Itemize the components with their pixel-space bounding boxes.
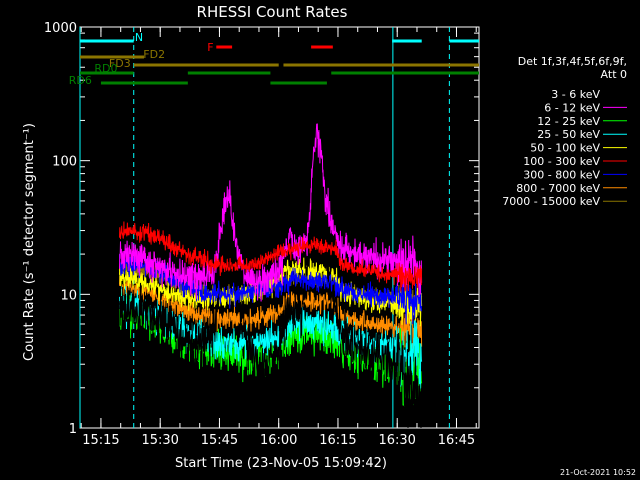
y-axis-label: Count Rate (s⁻¹ detector segment⁻¹) xyxy=(22,123,37,361)
flag-label: F xyxy=(207,41,213,54)
x-tick-label: 16:00 xyxy=(260,433,297,448)
y-tick-label: 1000 xyxy=(44,21,77,36)
y-tick-label: 1 xyxy=(69,422,77,437)
chart-title: RHESSI Count Rates xyxy=(197,3,348,21)
flag-label: FD2 xyxy=(143,48,165,61)
legend-header: Det 1f,3f,4f,5f,6f,9f, xyxy=(518,55,627,68)
flag-label: RD6 xyxy=(69,74,92,87)
x-tick-label: 15:15 xyxy=(82,433,119,448)
series-line xyxy=(119,221,423,292)
series-line xyxy=(119,124,423,429)
legend-label: 100 - 300 keV xyxy=(523,155,600,168)
x-tick-label: 16:15 xyxy=(319,433,356,448)
series-line xyxy=(119,123,423,302)
legend-label: 6 - 12 keV xyxy=(544,101,600,114)
y-tick-label: 10 xyxy=(60,288,77,303)
legend-label: 7000 - 15000 keV xyxy=(502,195,600,208)
x-tick-label: 16:45 xyxy=(438,433,475,448)
footer-timestamp: 21-Oct-2021 10:52 xyxy=(560,468,636,477)
legend-label: 12 - 25 keV xyxy=(537,115,600,128)
legend-label: 50 - 100 keV xyxy=(530,142,600,155)
x-axis-label: Start Time (23-Nov-05 15:09:42) xyxy=(175,456,387,471)
series-line xyxy=(119,251,423,325)
flag-label: N xyxy=(135,31,143,44)
legend-label: 800 - 7000 keV xyxy=(516,182,600,195)
legend-header: Att 0 xyxy=(601,68,627,81)
x-tick-label: 15:30 xyxy=(141,433,178,448)
flag-label: RD0 xyxy=(94,62,117,75)
legend-label: 300 - 800 keV xyxy=(523,168,600,181)
x-tick-label: 15:45 xyxy=(201,433,238,448)
y-tick-label: 100 xyxy=(52,155,77,170)
legend-label: 25 - 50 keV xyxy=(537,128,600,141)
plot-area: 1 10 100 1000 15:15 15:30 15:45 16:00 16:15 16:30… xyxy=(44,21,480,448)
flag-label: FD3 xyxy=(109,57,131,70)
x-tick-label: 16:30 xyxy=(378,433,415,448)
legend-label: 3 - 6 keV xyxy=(551,88,600,101)
